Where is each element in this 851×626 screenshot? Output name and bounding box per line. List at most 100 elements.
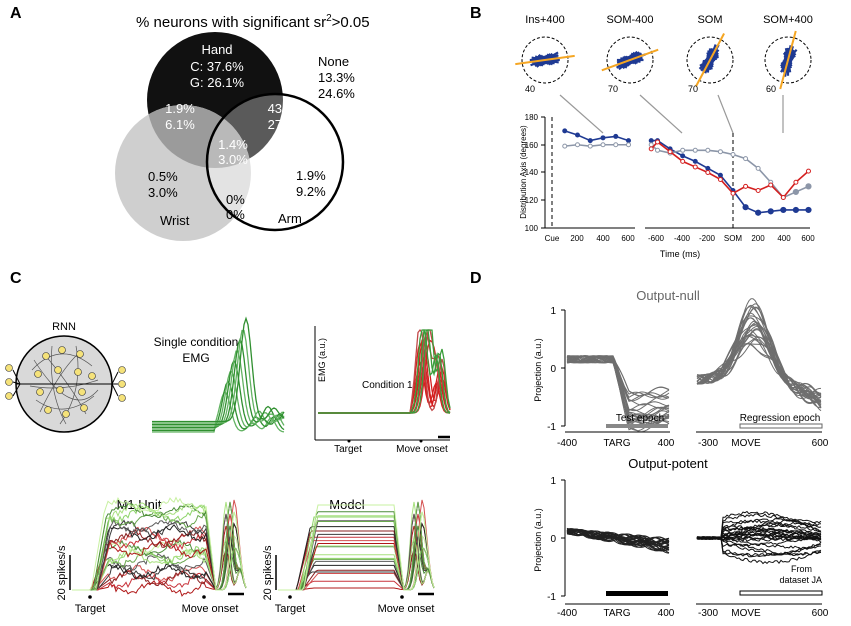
from-line1: From bbox=[791, 564, 812, 574]
condition-label: Condition 1 bbox=[362, 380, 413, 391]
panel-label-d: D bbox=[470, 270, 482, 287]
rose-title-1: Ins+400 bbox=[525, 14, 564, 26]
projection-trace bbox=[566, 355, 670, 423]
d-null-x-move: MOVE bbox=[731, 438, 761, 449]
d-pot-ylabel: Projection (a.u.) bbox=[533, 508, 543, 572]
rose-axis-1 bbox=[515, 54, 575, 66]
arm-label: Arm bbox=[278, 211, 302, 226]
b-point-SOM-aligned-gray bbox=[755, 165, 761, 171]
rose-axis-2 bbox=[601, 48, 659, 72]
d-null-ylabel: Projection (a.u.) bbox=[533, 338, 543, 402]
rnn-diagram bbox=[5, 335, 126, 433]
b-point-cue-aligned-blue bbox=[587, 138, 593, 144]
projection-trace bbox=[696, 343, 822, 397]
d-pot-ytick-m1: -1 bbox=[547, 592, 556, 603]
neural-trace bbox=[278, 504, 435, 591]
b-point-SOM-aligned-gray bbox=[705, 147, 711, 153]
b-point-SOM-aligned-red bbox=[648, 146, 654, 152]
b-point-cue-aligned-gray bbox=[587, 143, 593, 149]
emg-title-1: Single condition bbox=[154, 335, 239, 349]
none-g-value: 24.6% bbox=[318, 86, 355, 101]
b-ytick-100: 100 bbox=[525, 224, 539, 233]
rose-count-1: 40 bbox=[525, 84, 535, 94]
hand-label: Hand bbox=[201, 42, 232, 57]
b-point-SOM-aligned-gray bbox=[805, 183, 812, 190]
rnn-label: RNN bbox=[52, 321, 76, 333]
projection-trace bbox=[566, 528, 670, 551]
rose-axis-3 bbox=[695, 33, 725, 87]
connector-3 bbox=[717, 94, 734, 134]
d-pot-x-600: 600 bbox=[812, 608, 829, 619]
b-xtick-m200: -200 bbox=[699, 234, 716, 243]
b-line-cue-aligned-gray bbox=[564, 143, 629, 147]
neural-trace bbox=[278, 515, 435, 591]
projection-trace bbox=[566, 355, 669, 402]
rose-title-3: SOM bbox=[697, 14, 722, 26]
b-point-SOM-aligned-gray bbox=[717, 149, 723, 155]
d-pot-x-m300: -300 bbox=[698, 608, 718, 619]
from-line2: dataset JA bbox=[779, 575, 822, 585]
emg-move-label: Move onset bbox=[396, 444, 448, 455]
model-target-label: Target bbox=[275, 603, 306, 615]
hand-g-value: G: 26.1% bbox=[190, 75, 245, 90]
rose-count-4: 60 bbox=[766, 84, 776, 94]
wrist-arm-g: 0% bbox=[226, 207, 245, 222]
projection-trace bbox=[566, 355, 670, 418]
rose-axis-4 bbox=[779, 30, 797, 90]
rose-circle-1 bbox=[521, 36, 569, 84]
b-point-cue-aligned-gray bbox=[575, 142, 580, 148]
b-ytick-140: 140 bbox=[525, 168, 539, 177]
b-point-SOM-aligned-blue bbox=[742, 204, 749, 211]
test-epoch-label: Test epoch bbox=[616, 413, 664, 424]
b-point-SOM-aligned-blue bbox=[680, 153, 686, 159]
b-point-SOM-aligned-blue bbox=[792, 206, 800, 214]
hand-c-value: C: 37.6% bbox=[190, 59, 244, 74]
output-potent-traces-left bbox=[566, 527, 670, 554]
b-xtick-m400: -400 bbox=[674, 234, 691, 243]
output-null-title: Output-null bbox=[636, 288, 700, 303]
b-point-SOM-aligned-blue bbox=[805, 206, 812, 214]
d-null-ytick-m1: -1 bbox=[547, 422, 556, 433]
rose-circle-2 bbox=[606, 36, 654, 84]
rose-count-2: 70 bbox=[608, 84, 618, 94]
b-xtick-200: 200 bbox=[570, 234, 584, 243]
b-point-SOM-aligned-blue bbox=[717, 172, 723, 178]
b-point-cue-aligned-blue bbox=[626, 138, 631, 144]
emg-target-dot bbox=[347, 439, 351, 443]
b-ytick-120: 120 bbox=[525, 196, 539, 205]
d-null-x-m300: -300 bbox=[698, 438, 718, 449]
emg-ylabel: EMG (a.u.) bbox=[317, 338, 327, 382]
model-target-dot bbox=[288, 595, 292, 599]
rose-plots bbox=[515, 30, 812, 90]
emg-title-2: EMG bbox=[182, 351, 209, 365]
b-xtick-p400: 400 bbox=[777, 234, 791, 243]
arm-c-value: 1.9% bbox=[296, 168, 326, 183]
b-point-SOM-aligned-red bbox=[705, 170, 711, 175]
m1-scale-label: 20 spikes/s bbox=[56, 545, 68, 601]
rose-count-3: 70 bbox=[688, 84, 698, 94]
d-null-x-400: 400 bbox=[658, 438, 675, 449]
rose-title-2: SOM-400 bbox=[606, 14, 653, 26]
b-point-SOM-aligned-red bbox=[743, 183, 749, 189]
d-null-x-targ: TARG bbox=[603, 438, 630, 449]
single-emg-trace bbox=[152, 316, 285, 423]
b-point-SOM-aligned-gray bbox=[792, 188, 800, 196]
arm-circle-outline bbox=[205, 92, 345, 232]
b-point-SOM-aligned-red bbox=[780, 194, 786, 200]
emg-target-label: Target bbox=[334, 444, 362, 455]
b-xtick-p200: 200 bbox=[751, 234, 765, 243]
b-point-SOM-aligned-blue bbox=[692, 158, 698, 164]
single-emg-trace bbox=[152, 337, 285, 426]
b-point-cue-aligned-blue bbox=[575, 132, 580, 138]
b-point-SOM-aligned-blue bbox=[755, 209, 762, 216]
b-ytick-160: 160 bbox=[525, 141, 539, 150]
single-condition-emg bbox=[152, 316, 285, 433]
m1-target-label: Target bbox=[75, 603, 106, 615]
output-potent-title: Output-potent bbox=[628, 456, 708, 471]
m1-move-dot bbox=[202, 595, 206, 599]
wrist-arm-c: 0% bbox=[226, 192, 245, 207]
projection-trace bbox=[566, 528, 670, 547]
b-xtick-som: SOM bbox=[724, 234, 743, 243]
projection-trace bbox=[696, 324, 822, 404]
d-null-x-m400: -400 bbox=[557, 438, 577, 449]
